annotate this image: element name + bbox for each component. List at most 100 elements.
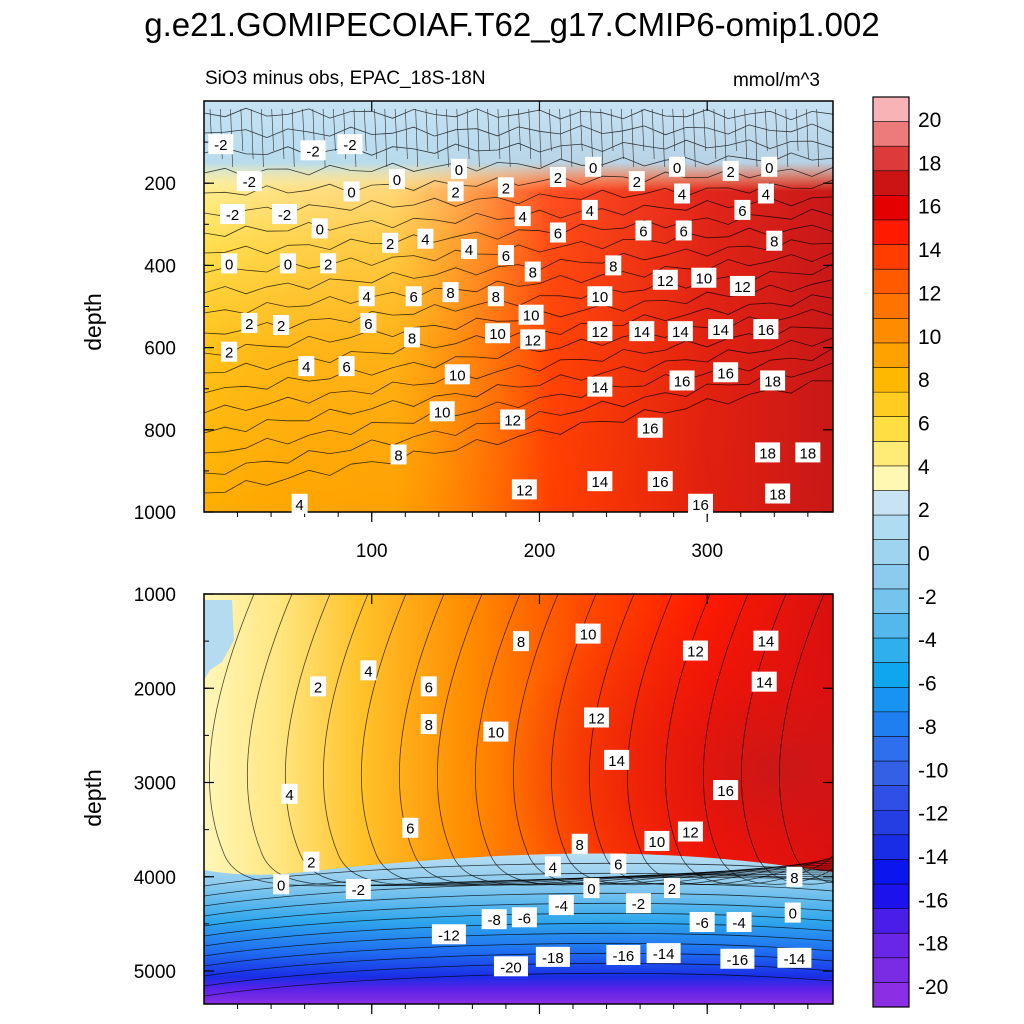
- colorbar-swatch: [873, 342, 909, 368]
- contour-line: [204, 263, 833, 335]
- contour-label: 4: [360, 660, 377, 681]
- contour-label-box: [713, 362, 739, 383]
- contour-label-box: [606, 944, 641, 965]
- colorbar-tick-label: -14: [918, 846, 949, 869]
- x-tick-label: 200: [524, 541, 556, 562]
- contour-label-box: [708, 319, 734, 340]
- contour-label-text: 0: [347, 184, 355, 201]
- contour-label-text: 10: [580, 627, 597, 644]
- contour-label: 4: [514, 206, 531, 227]
- contour-line: [631, 108, 634, 168]
- contour-label-box: [587, 376, 613, 397]
- contour-line: [778, 594, 833, 884]
- contour-label-box: [587, 286, 613, 307]
- contour-label-text: 0: [587, 881, 595, 898]
- contour-label-box: [358, 286, 375, 307]
- contour-label: -6: [511, 907, 537, 928]
- contour-label-box: [674, 183, 691, 204]
- contour-line: [360, 594, 833, 886]
- contour-label-box: [221, 253, 238, 274]
- contour-label-box: [583, 878, 600, 899]
- contour-line: [204, 224, 833, 274]
- contour-label: -2: [337, 134, 363, 155]
- contour-label-box: [729, 275, 755, 296]
- contour-label-text: 8: [576, 837, 584, 854]
- contour-label-box: [637, 417, 663, 438]
- contour-label-box: [429, 401, 455, 422]
- contour-label-box: [320, 253, 337, 274]
- contour-label-text: 8: [517, 634, 525, 651]
- contour-line: [322, 594, 833, 886]
- contour-label-text: -6: [695, 915, 708, 932]
- contour-label: 0: [311, 218, 328, 239]
- colorbar-swatch: [873, 982, 909, 1008]
- contour-label: 12: [677, 821, 703, 842]
- contour-label-text: -2: [278, 207, 291, 224]
- contour-label: 4: [757, 183, 774, 204]
- contour-label-box: [753, 319, 779, 340]
- contour-label-box: [753, 630, 779, 651]
- contour-label-box: [431, 924, 466, 945]
- contour-label-box: [360, 660, 377, 681]
- contour-label-box: [766, 230, 783, 251]
- y-tick-label: 5000: [134, 962, 176, 983]
- contour-label: 8: [605, 255, 622, 276]
- contour-label: 12: [520, 329, 546, 350]
- upper-y-axis-label: depth: [80, 293, 106, 351]
- colorbar-swatch: [873, 908, 909, 934]
- colorbar-swatch: [873, 859, 909, 885]
- contour-label-box: [493, 956, 528, 977]
- contour-label: 4: [544, 856, 561, 877]
- contour-line: [702, 594, 833, 885]
- contour-label-text: 4: [295, 497, 303, 514]
- contour-label: 6: [610, 853, 627, 874]
- contour-label: 2: [628, 171, 645, 192]
- contour-line: [549, 108, 552, 152]
- contour-label-box: [635, 220, 652, 241]
- contour-label: 4: [291, 493, 308, 514]
- contour-label-text: 16: [758, 322, 775, 339]
- contour-label: 0: [221, 253, 238, 274]
- contour-label: 0: [450, 158, 467, 179]
- contour-line: [204, 892, 833, 917]
- contour-label-box: [644, 830, 670, 851]
- colorbar-tick-label: -8: [918, 716, 937, 739]
- contour-line: [806, 108, 809, 160]
- contour-label: 8: [390, 444, 407, 465]
- contour-label: 2: [447, 181, 464, 202]
- contour-line: [398, 594, 833, 886]
- contour-label: 4: [358, 286, 375, 307]
- contour-label: 16: [753, 319, 779, 340]
- x-tick-label: 100: [356, 541, 388, 562]
- contour-label-box: [544, 856, 561, 877]
- contour-label: 12: [511, 479, 537, 500]
- contour-label: 0: [784, 902, 801, 923]
- contour-line: [740, 594, 833, 885]
- contour-line: [600, 108, 604, 168]
- contour-label-text: 8: [446, 285, 454, 302]
- contour-label-box: [236, 171, 262, 192]
- contour-label-box: [549, 167, 566, 188]
- contour-line: [466, 108, 470, 160]
- contour-label-text: 14: [758, 634, 775, 651]
- contour-label-box: [575, 623, 601, 644]
- contour-label: 0: [669, 156, 686, 177]
- contour-label-text: 0: [284, 256, 292, 273]
- contour-line: [204, 179, 833, 217]
- colorbar-tick-label: 12: [918, 282, 941, 305]
- contour-label-text: -2: [343, 137, 356, 154]
- contour-label-text: 4: [586, 203, 594, 220]
- contour-label-text: 2: [277, 318, 285, 335]
- contour-label: 10: [518, 304, 544, 325]
- contour-label-box: [761, 156, 778, 177]
- contour-label: 16: [669, 370, 695, 391]
- contour-label-box: [751, 671, 777, 692]
- contour-label: 2: [241, 312, 258, 333]
- contour-label-text: 2: [386, 236, 394, 253]
- contour-label: 6: [549, 222, 566, 243]
- contour-label: 10: [429, 401, 455, 422]
- contour-label-box: [343, 181, 360, 202]
- contour-line: [261, 108, 264, 168]
- contour-label-text: -2: [352, 882, 365, 899]
- lower-frame: [203, 593, 834, 1005]
